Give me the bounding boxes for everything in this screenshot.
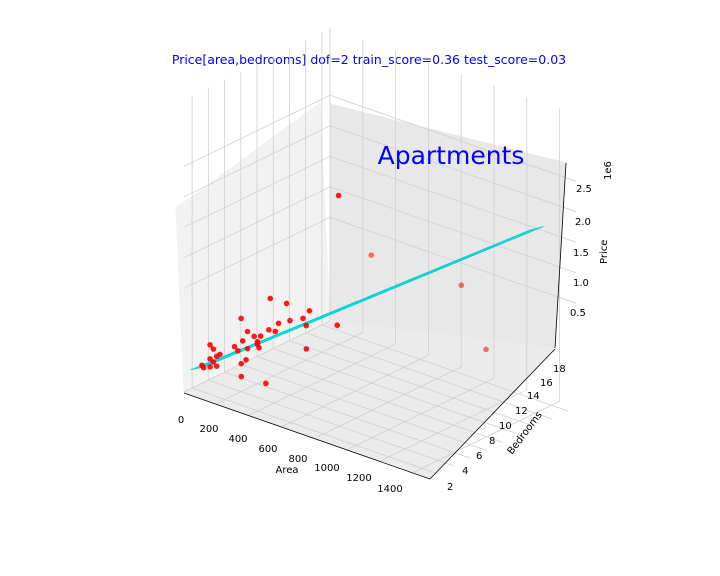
grid-line <box>329 186 577 274</box>
surface-rib <box>472 238 514 255</box>
z-tick-label: 2.5 <box>576 184 592 195</box>
y-tick-label: 14 <box>527 391 540 402</box>
data-point <box>244 328 251 335</box>
data-point <box>266 327 272 333</box>
grid-line <box>329 125 577 213</box>
data-points <box>199 192 489 387</box>
grid-lines <box>183 28 577 475</box>
y-tick-label: 10 <box>499 421 512 432</box>
surface-rib <box>423 262 456 275</box>
z-tick-label: 0.5 <box>570 308 586 319</box>
data-point <box>368 252 375 258</box>
chart-title: Price[area,bedrooms] dof=2 train_score=0… <box>172 52 566 67</box>
x-tick-label: 1200 <box>346 473 371 484</box>
grid-line <box>183 125 331 198</box>
data-point <box>267 295 274 302</box>
data-point <box>272 328 279 335</box>
y-tick-label: 6 <box>476 451 482 462</box>
x-axis-label: Area <box>275 465 298 476</box>
data-point <box>213 363 220 369</box>
y-tick-label: 12 <box>515 406 528 417</box>
data-point <box>244 345 251 352</box>
grid-line <box>224 371 471 459</box>
data-point <box>335 192 342 199</box>
data-point <box>300 315 306 322</box>
surface-rib <box>448 250 485 265</box>
z-axis-label: Price <box>599 240 610 264</box>
data-point <box>213 353 220 360</box>
surface-rib <box>219 356 229 359</box>
data-point <box>275 320 282 327</box>
grid-line <box>305 332 552 420</box>
grid-line <box>329 216 577 304</box>
surface-rib <box>497 226 544 244</box>
z-tick-label: 1.5 <box>573 248 589 259</box>
data-point <box>207 342 213 348</box>
data-point <box>303 322 310 329</box>
data-point <box>238 360 245 367</box>
data-point <box>207 364 213 370</box>
data-point <box>257 333 264 339</box>
y-tick-label: 18 <box>553 364 566 375</box>
surface-rib <box>276 333 279 337</box>
y-tick-label: 2 <box>447 482 453 493</box>
axes-3d: 0 200 400 600 800 1000 1200 1400 2 4 6 8… <box>175 28 614 495</box>
data-point <box>334 322 340 329</box>
x-tick-label: 400 <box>228 434 247 445</box>
data-point <box>287 317 293 324</box>
z-tick-label: 1.0 <box>573 278 589 289</box>
z-tick-label: 2.0 <box>575 217 591 228</box>
data-point <box>238 373 245 380</box>
x-tick-label: 200 <box>199 424 218 435</box>
data-point <box>303 346 310 352</box>
grid-line <box>183 186 331 259</box>
grid-line <box>273 348 520 435</box>
data-point <box>483 346 489 353</box>
x-tick-label: 600 <box>258 444 277 455</box>
y-tick-label: 16 <box>540 378 553 389</box>
y-tick-label: 8 <box>489 436 495 447</box>
data-point <box>243 357 249 363</box>
data-point <box>200 364 207 371</box>
surface-rib <box>350 297 367 306</box>
grid-line <box>321 324 569 412</box>
axis-lines <box>183 162 567 480</box>
grid-line <box>329 94 577 182</box>
grid-line <box>183 155 331 228</box>
surface-rib <box>374 286 397 296</box>
data-point <box>283 300 290 307</box>
x-tick-label: 1400 <box>377 484 402 495</box>
grid-line <box>191 387 439 475</box>
data-point <box>231 343 238 350</box>
grid-line <box>329 155 577 243</box>
grid-line <box>256 356 504 443</box>
x-tick-label: 0 <box>178 415 184 426</box>
x-tick-label: 800 <box>288 454 307 465</box>
data-point <box>458 282 465 289</box>
data-point <box>210 346 217 352</box>
z-offset-label: 1e6 <box>603 161 614 180</box>
data-point <box>256 344 262 351</box>
data-point <box>239 338 246 344</box>
data-point <box>306 307 313 314</box>
apartments-annotation: Apartments <box>378 141 525 170</box>
y-tick-label: 4 <box>462 466 468 477</box>
data-point <box>210 359 217 365</box>
data-point <box>251 333 257 340</box>
grid-line <box>183 216 331 289</box>
grid-line <box>208 379 455 467</box>
grid-line <box>240 364 487 451</box>
surface-rib <box>325 309 338 316</box>
data-point <box>235 348 241 354</box>
regression-surface <box>190 226 544 371</box>
surface-rib <box>399 274 426 286</box>
grid-line <box>183 94 331 167</box>
x-tick-label: 1000 <box>314 463 339 474</box>
data-point <box>263 380 269 387</box>
data-point <box>238 315 244 322</box>
data-point <box>254 338 261 345</box>
